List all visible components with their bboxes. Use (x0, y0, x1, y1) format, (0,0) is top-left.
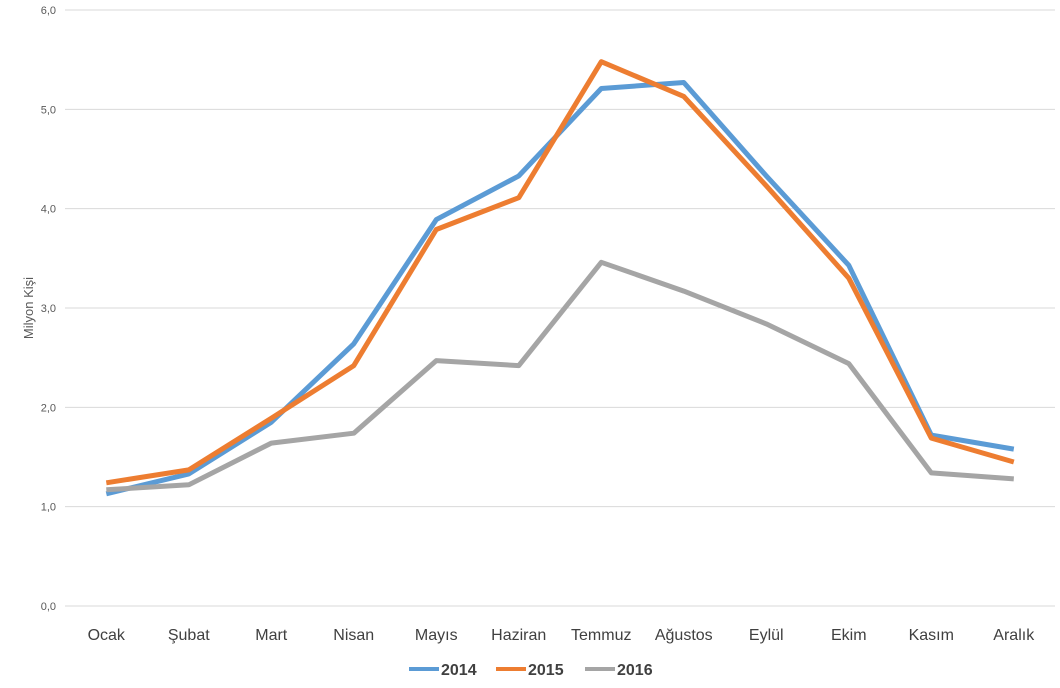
series-line-2014 (105, 80, 1015, 497)
y-tick-label: 3,0 (41, 303, 56, 315)
y-tick-label: 4,0 (41, 204, 56, 216)
legend: 2014 2015 2016 (409, 662, 653, 679)
x-tick-label: Kasım (909, 627, 954, 644)
y-axis-tick-labels: 0,0 1,0 2,0 3,0 4,0 5,0 6,0 (41, 5, 56, 613)
legend-label-2014: 2014 (441, 662, 477, 679)
legend-label-2016: 2016 (617, 662, 653, 679)
x-tick-label: Mart (255, 627, 288, 644)
y-tick-label: 0,0 (41, 601, 56, 613)
series-line-2016 (106, 259, 1014, 493)
y-tick-label: 6,0 (41, 5, 56, 17)
series-lines (105, 59, 1015, 497)
x-axis-tick-labels: Ocak Şubat Mart Nisan Mayıs Haziran Temmuz Ağus… (88, 627, 1036, 644)
x-tick-label: Temmuz (571, 627, 631, 644)
y-axis-title: Milyon Kişi (21, 277, 36, 339)
x-tick-label: Aralık (993, 627, 1035, 644)
y-tick-label: 1,0 (41, 502, 56, 514)
gridlines (65, 9, 1055, 607)
x-tick-label: Ağustos (655, 627, 713, 644)
x-tick-label: Nisan (333, 627, 374, 644)
x-tick-label: Ocak (88, 627, 126, 644)
x-tick-label: Şubat (168, 627, 210, 644)
y-tick-label: 2,0 (41, 402, 56, 414)
x-tick-label: Haziran (491, 627, 546, 644)
legend-label-2015: 2015 (528, 662, 564, 679)
series-line-2015 (105, 59, 1015, 486)
x-tick-label: Eylül (749, 627, 784, 644)
x-tick-label: Mayıs (415, 627, 458, 644)
x-tick-label: Ekim (831, 627, 867, 644)
y-tick-label: 5,0 (41, 104, 56, 116)
